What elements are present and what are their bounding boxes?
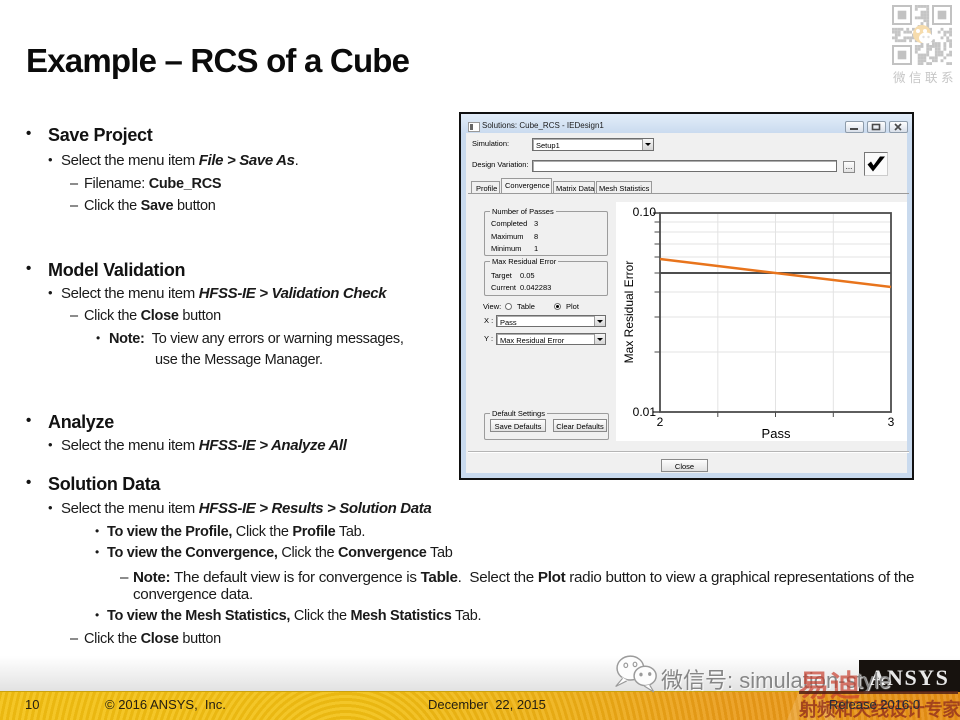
svg-text:Max Residual Error: Max Residual Error [622,261,636,364]
svg-text:3: 3 [888,415,895,429]
svg-text:2: 2 [657,415,664,429]
svg-text:0.01: 0.01 [633,405,657,419]
svg-text:Pass: Pass [762,426,791,441]
svg-text:0.10: 0.10 [633,205,657,219]
